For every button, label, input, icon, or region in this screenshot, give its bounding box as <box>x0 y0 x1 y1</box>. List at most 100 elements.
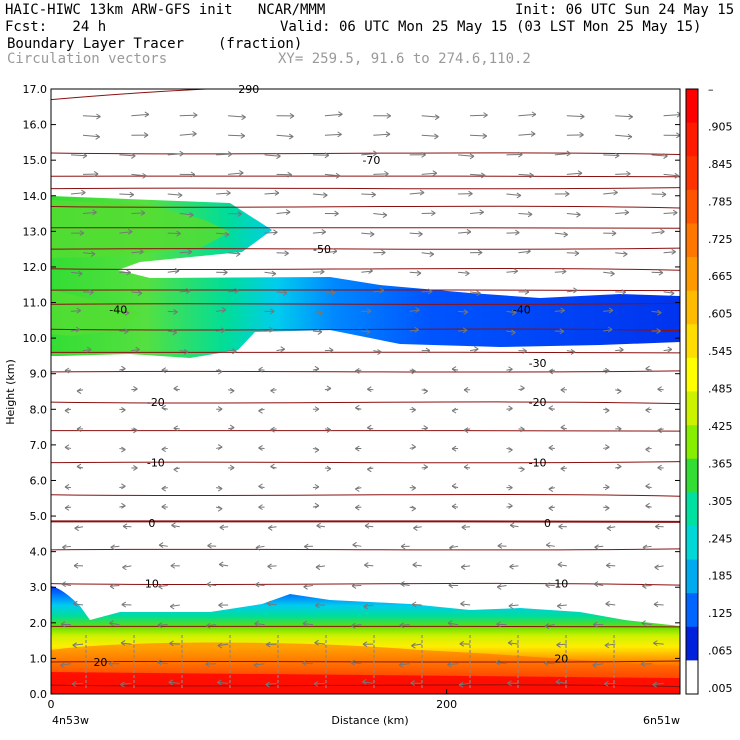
circulation-vector <box>651 191 667 198</box>
circulation-vector <box>566 131 584 138</box>
circulation-vector <box>615 251 628 257</box>
colorbar-label: .485 <box>708 383 733 396</box>
circulation-vector <box>560 465 567 472</box>
circulation-vector <box>82 209 97 216</box>
circulation-vector <box>548 444 555 451</box>
circulation-vector <box>651 269 664 276</box>
y-tick-label: 6.0 <box>30 474 48 487</box>
contour-label: 10 <box>145 578 159 591</box>
circulation-vector <box>615 289 627 296</box>
circulation-vector <box>361 308 372 315</box>
header-title: HAIC-HIWC 13km ARW-GFS init NCAR/MMM <box>5 2 326 18</box>
circulation-vector <box>315 564 325 571</box>
circulation-vector <box>119 502 126 509</box>
circulation-vector <box>361 191 376 198</box>
circulation-vector <box>459 640 471 647</box>
circulation-vector <box>544 623 555 630</box>
contour-label: 10 <box>554 578 568 591</box>
circulation-vector <box>302 620 313 627</box>
circulation-vector <box>373 131 391 138</box>
isotherm-line <box>51 660 680 663</box>
colorbar-swatch <box>686 458 698 493</box>
circulation-vector <box>518 211 533 218</box>
circulation-vector <box>603 152 620 159</box>
circulation-vector <box>82 113 101 120</box>
circulation-vector <box>556 603 567 609</box>
circulation-vector <box>264 308 275 315</box>
circulation-vector <box>603 307 614 314</box>
circulation-vector <box>216 231 230 238</box>
circulation-vectors <box>60 111 680 688</box>
circulation-vector <box>228 464 235 471</box>
circulation-vector <box>470 172 486 179</box>
circulation-vector <box>70 307 82 314</box>
circulation-vector <box>312 268 325 275</box>
circulation-vector <box>463 464 471 470</box>
circulation-vector <box>421 464 428 470</box>
circulation-vector <box>216 444 223 451</box>
circulation-vector <box>409 406 416 413</box>
header-valid-time: Valid: 06 UTC Mon 25 May 15 (03 LST Mon … <box>280 19 702 35</box>
boundary-layer-base <box>51 672 680 694</box>
circulation-vector <box>362 678 374 685</box>
circulation-vector <box>506 192 522 199</box>
circulation-vector <box>506 151 523 158</box>
circulation-vector <box>254 620 265 627</box>
circulation-vector <box>355 404 362 411</box>
colorbar-swatch <box>686 324 698 359</box>
circulation-vector <box>276 112 295 119</box>
circulation-vector <box>566 211 581 218</box>
circulation-vector <box>267 525 277 531</box>
circulation-vector <box>506 446 513 453</box>
circulation-vector <box>324 248 338 255</box>
circulation-vector <box>228 210 243 217</box>
circulation-vector <box>554 307 565 314</box>
circulation-vector <box>451 445 459 452</box>
y-tick-label: 0.0 <box>30 688 48 701</box>
circulation-vector <box>131 111 150 118</box>
y-tick-label: 12.0 <box>23 261 48 274</box>
circulation-vector <box>555 678 567 685</box>
circulation-vector <box>657 464 664 471</box>
circulation-vector <box>131 172 147 179</box>
circulation-vector <box>398 661 410 668</box>
circulation-vector <box>367 424 374 431</box>
circulation-vector <box>461 524 471 531</box>
circulation-vector <box>228 169 244 176</box>
circulation-vector <box>518 248 531 255</box>
circulation-vector <box>566 250 580 257</box>
circulation-vector <box>312 483 320 490</box>
circulation-vector <box>60 621 72 628</box>
colorbar-swatch <box>686 391 698 426</box>
isotherm-line <box>51 520 680 523</box>
circulation-vector <box>554 328 565 335</box>
circulation-vector <box>451 483 459 490</box>
circulation-vector <box>409 189 425 196</box>
circulation-vector <box>131 209 146 216</box>
circulation-vector <box>663 290 675 297</box>
circulation-vector <box>556 642 567 648</box>
colorbar-swatch <box>686 357 698 392</box>
circulation-vector <box>367 466 374 473</box>
isotherm-line <box>51 227 680 229</box>
circulation-vector <box>205 622 217 629</box>
circulation-vector <box>545 582 555 589</box>
circulation-vector <box>216 485 223 492</box>
isotherm-line <box>51 267 680 271</box>
circulation-vector <box>447 661 459 668</box>
circulation-vector <box>506 503 513 509</box>
circulation-vector <box>119 406 126 413</box>
isotherm-line <box>51 351 680 354</box>
circulation-vector <box>603 484 610 491</box>
circulation-vector <box>506 405 513 412</box>
circulation-vector <box>509 563 519 570</box>
circulation-vector <box>161 446 168 453</box>
circulation-vector <box>645 483 652 490</box>
x-axis-label: Distance (km) <box>331 714 408 727</box>
circulation-vector <box>593 581 604 587</box>
circulation-vector <box>228 424 235 431</box>
circulation-vector <box>324 347 334 354</box>
contour-label: -20 <box>529 396 547 409</box>
circulation-vector <box>173 425 180 432</box>
circulation-vector <box>554 231 568 238</box>
